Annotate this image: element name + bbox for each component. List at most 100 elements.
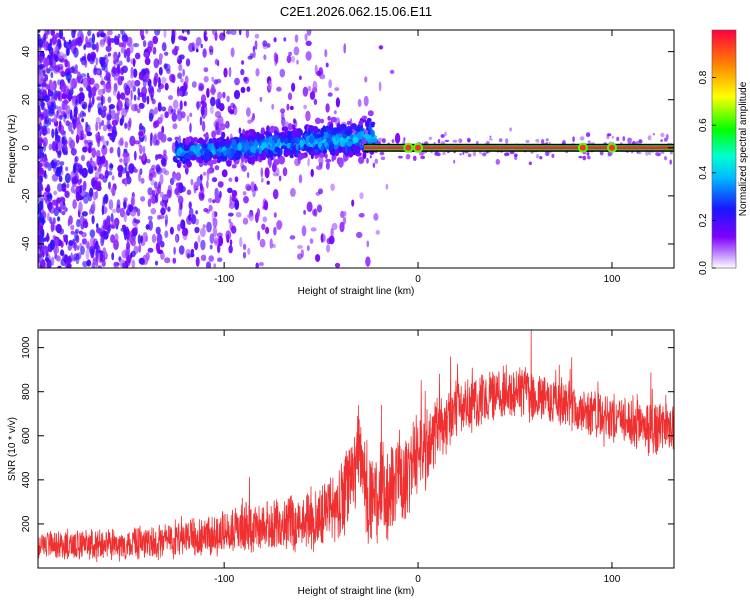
heatmap-noise-cell [228,245,233,254]
heatmap-noise-cell [208,204,213,212]
heatmap-halo-cell [458,138,463,143]
heatmap-noise-cell [153,132,158,140]
heatmap-noise-cell [167,137,173,142]
heatmap-noise-cell [81,238,87,245]
heatmap-x-label: Height of straight line (km) [298,286,415,297]
heatmap-signal-cell [197,155,202,164]
heatmap-noise-cell [133,94,137,101]
heatmap-noise-cell [184,30,190,33]
heatmap-noise-cell [146,46,153,54]
heatmap-signal-cell [354,145,361,154]
heatmap-noise-cell [343,156,347,163]
heatmap-noise-cell [194,241,199,251]
heatmap-noise-cell [335,97,340,108]
heatmap-noise-cell [60,249,64,256]
heatmap-noise-cell [72,30,77,34]
heatmap-halo-cell [528,161,532,166]
heatmap-noise-cell [152,46,157,55]
heatmap-signal-cell [344,144,348,154]
heatmap-signal-cell [314,117,321,125]
heatmap-noise-cell [127,120,131,131]
heatmap-signal-cell [367,110,374,117]
heatmap-noise-cell [296,59,299,65]
heatmap-noise-cell [249,53,254,59]
heatmap-noise-cell [139,144,143,155]
heatmap-signal-cell [330,116,337,123]
heatmap-noise-cell [110,234,116,244]
heatmap-signal-cell [183,144,190,152]
heatmap-noise-cell [51,100,57,111]
heatmap-noise-cell [225,30,232,35]
heatmap-noise-cell [184,75,189,85]
heatmap-halo-cell [637,151,642,155]
heatmap-signal-cell [335,127,341,132]
heatmap-noise-cell [79,87,84,92]
heatmap-noise-cell [160,241,165,248]
heatmap-noise-cell [359,192,364,200]
heatmap-noise-cell [211,76,214,82]
heatmap-noise-cell [271,103,275,110]
heatmap-noise-cell [301,225,307,237]
heatmap-noise-cell [126,254,132,264]
snr-x-ticks: -100 0 100 [214,330,621,585]
signal-bright-spot-core [405,144,412,151]
heatmap-noise-cell [255,262,259,268]
heatmap-noise-cell [145,224,150,230]
heatmap-noise-cell [157,102,162,112]
heatmap-noise-cell [46,194,53,199]
heatmap-noise-cell [52,47,58,55]
heatmap-noise-cell [78,135,85,141]
heatmap-noise-cell [161,76,167,84]
heatmap-noise-cell [110,212,114,223]
heatmap-signal-cell [310,149,316,157]
heatmap-noise-cell [121,249,128,259]
snr-plot-area [38,330,674,563]
heatmap-noise-cell [254,40,258,50]
heatmap-noise-cell [61,183,67,189]
heatmap-noise-cell [202,48,207,58]
heatmap-noise-cell [43,68,46,74]
heatmap-noise-cell [313,98,318,105]
heatmap-noise-cell [112,218,118,228]
heatmap-signal-cell [351,123,357,127]
heatmap-noise-cell [77,164,84,174]
heatmap-noise-cell [153,58,160,69]
heatmap-signal-cell [263,138,271,143]
heatmap-noise-cell [56,167,63,174]
heatmap-noise-cell [65,71,72,82]
heatmap-signal-cell [370,138,378,143]
heatmap-noise-cell [96,69,101,75]
heatmap-noise-cell [60,200,64,211]
heatmap-signal-cell [174,136,180,141]
snr-y-label: SNR (10 * v/v) [7,417,18,481]
heatmap-halo-cell [616,136,620,142]
heatmap-noise-cell [186,253,191,259]
colorbar-tick-label: 0.4 [698,165,709,179]
heatmap-signal-cell [343,125,347,132]
heatmap-signal-cell [299,139,304,148]
heatmap-noise-cell [217,181,224,188]
heatmap-noise-cell [38,136,43,145]
heatmap-noise-cell [38,55,43,62]
heatmap-signal-cell [216,158,221,164]
heatmap-noise-cell [125,228,131,240]
heatmap-signal-cell [244,158,248,164]
heatmap-halo-cell [525,139,530,144]
heatmap-x-ticks: -100 0 100 [214,30,621,285]
heatmap-noise-cell [255,68,260,77]
heatmap-halo-cell [652,132,656,136]
heatmap-noise-cell [177,90,183,97]
heatmap-signal-cell [230,139,237,147]
heatmap-noise-cell [192,43,200,49]
heatmap-halo-cell [453,159,456,164]
heatmap-signal-cell [174,140,179,148]
heatmap-noise-cell [75,191,81,202]
heatmap-noise-cell [210,85,216,96]
heatmap-noise-cell [89,236,96,248]
heatmap-noise-cell [297,245,303,249]
heatmap-noise-cell [209,105,214,115]
heatmap-noise-cell [305,110,311,122]
heatmap-noise-cell [196,101,200,111]
heatmap-noise-cell [139,30,144,38]
